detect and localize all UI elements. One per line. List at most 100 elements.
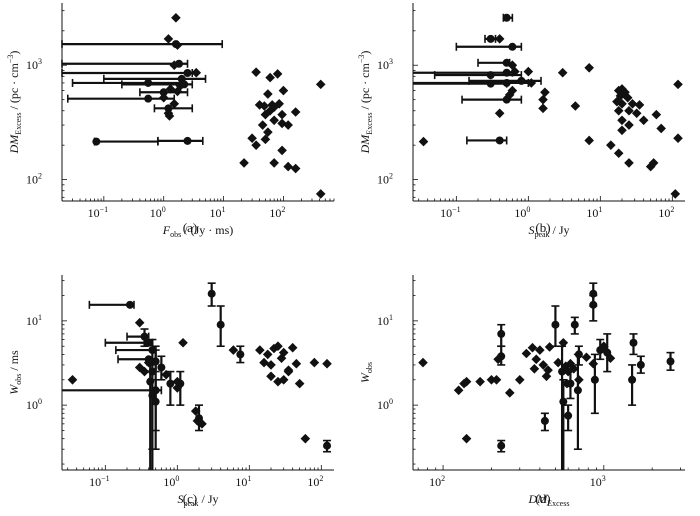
data-point-diamond bbox=[494, 34, 505, 44]
data-point-diamond bbox=[543, 365, 553, 375]
data-point-circle bbox=[486, 79, 495, 88]
data-point-diamond bbox=[529, 363, 540, 374]
data-point-diamond bbox=[486, 374, 497, 385]
panel-label: (c) bbox=[183, 491, 197, 506]
data-point-diamond bbox=[627, 98, 638, 109]
data-point-diamond bbox=[278, 374, 289, 385]
data-point-circle bbox=[148, 391, 157, 400]
data-point-diamond bbox=[191, 67, 202, 78]
data-point-circle bbox=[140, 332, 149, 341]
data-point-diamond bbox=[615, 91, 626, 101]
data-point-diamond bbox=[624, 158, 634, 168]
x-tick-label: 10−1 bbox=[88, 205, 109, 220]
data-point-diamond bbox=[624, 120, 634, 130]
data-point-diamond bbox=[251, 140, 261, 150]
data-point-circle bbox=[323, 441, 332, 450]
data-point-diamond bbox=[164, 111, 175, 121]
series-with-uncertainties bbox=[497, 282, 675, 470]
data-point-circle bbox=[183, 69, 192, 78]
data-point-diamond bbox=[172, 376, 183, 387]
data-point-diamond bbox=[557, 67, 568, 78]
data-point-diamond bbox=[538, 94, 548, 105]
data-point-diamond bbox=[67, 374, 78, 385]
data-point-diamond bbox=[276, 353, 287, 364]
data-point-diamond bbox=[158, 92, 169, 103]
panel-label: (b) bbox=[535, 220, 550, 235]
data-point-diamond bbox=[617, 98, 627, 109]
y-tick-label: 100 bbox=[26, 397, 42, 412]
x-tick-label: 100 bbox=[163, 474, 179, 489]
data-point-diamond bbox=[269, 102, 279, 112]
data-point-diamond bbox=[504, 90, 515, 100]
data-point-circle bbox=[216, 320, 225, 329]
x-tick-label: 100 bbox=[514, 205, 530, 220]
panel-label: (d) bbox=[535, 491, 550, 506]
series-diamonds bbox=[418, 337, 616, 444]
data-point-diamond bbox=[172, 383, 183, 393]
data-point-circle bbox=[144, 338, 153, 347]
data-point-diamond bbox=[553, 357, 563, 368]
data-point-diamond bbox=[540, 87, 550, 98]
data-point-diamond bbox=[161, 369, 171, 380]
data-point-diamond bbox=[277, 109, 287, 120]
data-point-circle bbox=[92, 137, 101, 146]
data-point-diamond bbox=[526, 78, 537, 88]
data-point-diamond bbox=[263, 89, 273, 99]
data-point-diamond bbox=[673, 79, 683, 90]
x-tick-label: 102 bbox=[307, 474, 323, 489]
data-point-circle bbox=[183, 136, 192, 145]
x-axis-label: Fobs / (Jy · ms) bbox=[162, 223, 233, 239]
data-point-diamond bbox=[605, 353, 616, 364]
series-with-uncertainties bbox=[62, 282, 332, 470]
data-point-diamond bbox=[504, 388, 515, 398]
data-point-diamond bbox=[228, 345, 239, 355]
panel-1: 10−1 100 101 102 102 103 Fobs / (Jy · ms) DMExc… bbox=[6, 3, 335, 239]
data-point-diamond bbox=[631, 108, 642, 119]
data-point-diamond bbox=[165, 84, 176, 94]
x-tick-label: 102 bbox=[658, 205, 674, 220]
data-point-diamond bbox=[510, 66, 520, 77]
x-tick-label: 101 bbox=[586, 205, 602, 220]
data-point-circle bbox=[157, 363, 166, 372]
series-diamonds bbox=[158, 12, 326, 199]
data-point-diamond bbox=[670, 189, 681, 199]
data-point-circle bbox=[558, 367, 567, 376]
data-point-diamond bbox=[257, 120, 268, 130]
data-point-diamond bbox=[247, 133, 257, 144]
data-point-circle bbox=[497, 329, 506, 338]
data-point-diamond bbox=[493, 354, 503, 365]
x-tick-label: 10−1 bbox=[89, 474, 110, 489]
y-tick-label: 103 bbox=[377, 57, 393, 72]
data-point-diamond bbox=[491, 374, 502, 385]
data-point-circle bbox=[628, 375, 637, 384]
data-point-diamond bbox=[538, 360, 549, 370]
data-point-diamond bbox=[274, 98, 284, 109]
data-point-circle bbox=[666, 357, 675, 366]
data-point-circle bbox=[564, 411, 573, 420]
data-point-diamond bbox=[169, 98, 180, 109]
data-point-diamond bbox=[287, 342, 298, 353]
panel-2: 10−1 100 101 102 102 103 Speak / Jy DMExcess / … bbox=[357, 3, 685, 239]
data-point-diamond bbox=[538, 103, 548, 114]
data-point-circle bbox=[508, 42, 517, 51]
data-point-diamond bbox=[251, 67, 261, 77]
data-point-diamond bbox=[461, 433, 472, 444]
data-point-circle bbox=[164, 104, 173, 113]
data-point-diamond bbox=[265, 72, 275, 83]
x-tick-label: 102 bbox=[429, 474, 445, 489]
y-tick-label: 101 bbox=[377, 313, 393, 328]
data-point-diamond bbox=[134, 317, 145, 328]
data-point-diamond bbox=[277, 145, 287, 156]
data-point-diamond bbox=[254, 100, 265, 110]
data-point-diamond bbox=[266, 360, 276, 370]
data-point-diamond bbox=[239, 158, 249, 168]
data-point-diamond bbox=[581, 352, 592, 363]
data-point-diamond bbox=[262, 349, 273, 360]
data-point-diamond bbox=[584, 135, 594, 146]
data-point-diamond bbox=[617, 115, 627, 126]
data-point-circle bbox=[207, 289, 216, 298]
data-point-diamond bbox=[418, 357, 428, 368]
data-point-diamond bbox=[568, 363, 579, 374]
y-tick-label: 101 bbox=[26, 313, 42, 328]
data-point-circle bbox=[629, 338, 638, 347]
